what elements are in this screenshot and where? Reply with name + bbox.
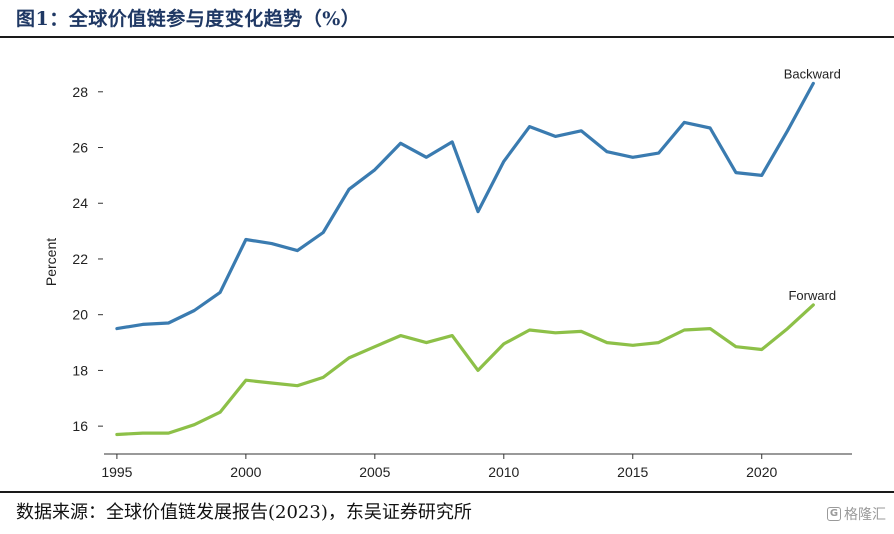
top-rule — [0, 36, 894, 38]
watermark-logo-icon: G — [827, 507, 841, 521]
source-note: 数据来源：全球价值链发展报告(2023)，东吴证券研究所 — [16, 502, 472, 523]
line-chart: 16 18 20 22 24 26 28 1995 2000 2005 2010 2015 2020 Pe… — [43, 66, 852, 480]
chart-labels: Backward Forward — [784, 66, 841, 303]
series-line-backward — [115, 81, 815, 331]
y-tick-label: 16 — [72, 418, 88, 434]
series-label-backward: Backward — [784, 66, 841, 81]
y-tick-label: 24 — [72, 195, 88, 211]
figure-title: 图1：全球价值链参与度变化趋势（%） — [16, 8, 361, 30]
watermark: G 格隆汇 — [827, 504, 886, 524]
chart-series — [115, 81, 815, 437]
series-label-forward: Forward — [788, 288, 836, 303]
y-tick-label: 18 — [72, 362, 88, 378]
chart-axes: 16 18 20 22 24 26 28 1995 2000 2005 2010 2015 2020 Pe… — [43, 84, 852, 480]
x-tick-label: 2000 — [230, 464, 261, 480]
y-tick-label: 26 — [72, 140, 88, 156]
series-line-forward — [115, 303, 815, 437]
x-tick-label: 2020 — [746, 464, 777, 480]
y-tick-label: 28 — [72, 84, 88, 100]
watermark-text: 格隆汇 — [844, 507, 886, 523]
x-tick-label: 1995 — [101, 464, 132, 480]
x-tick-label: 2010 — [488, 464, 519, 480]
bottom-rule — [0, 491, 894, 493]
x-tick-label: 2015 — [617, 464, 648, 480]
y-axis-title: Percent — [43, 238, 59, 286]
y-tick-label: 20 — [72, 307, 88, 323]
y-tick-label: 22 — [72, 251, 88, 267]
x-tick-label: 2005 — [359, 464, 390, 480]
